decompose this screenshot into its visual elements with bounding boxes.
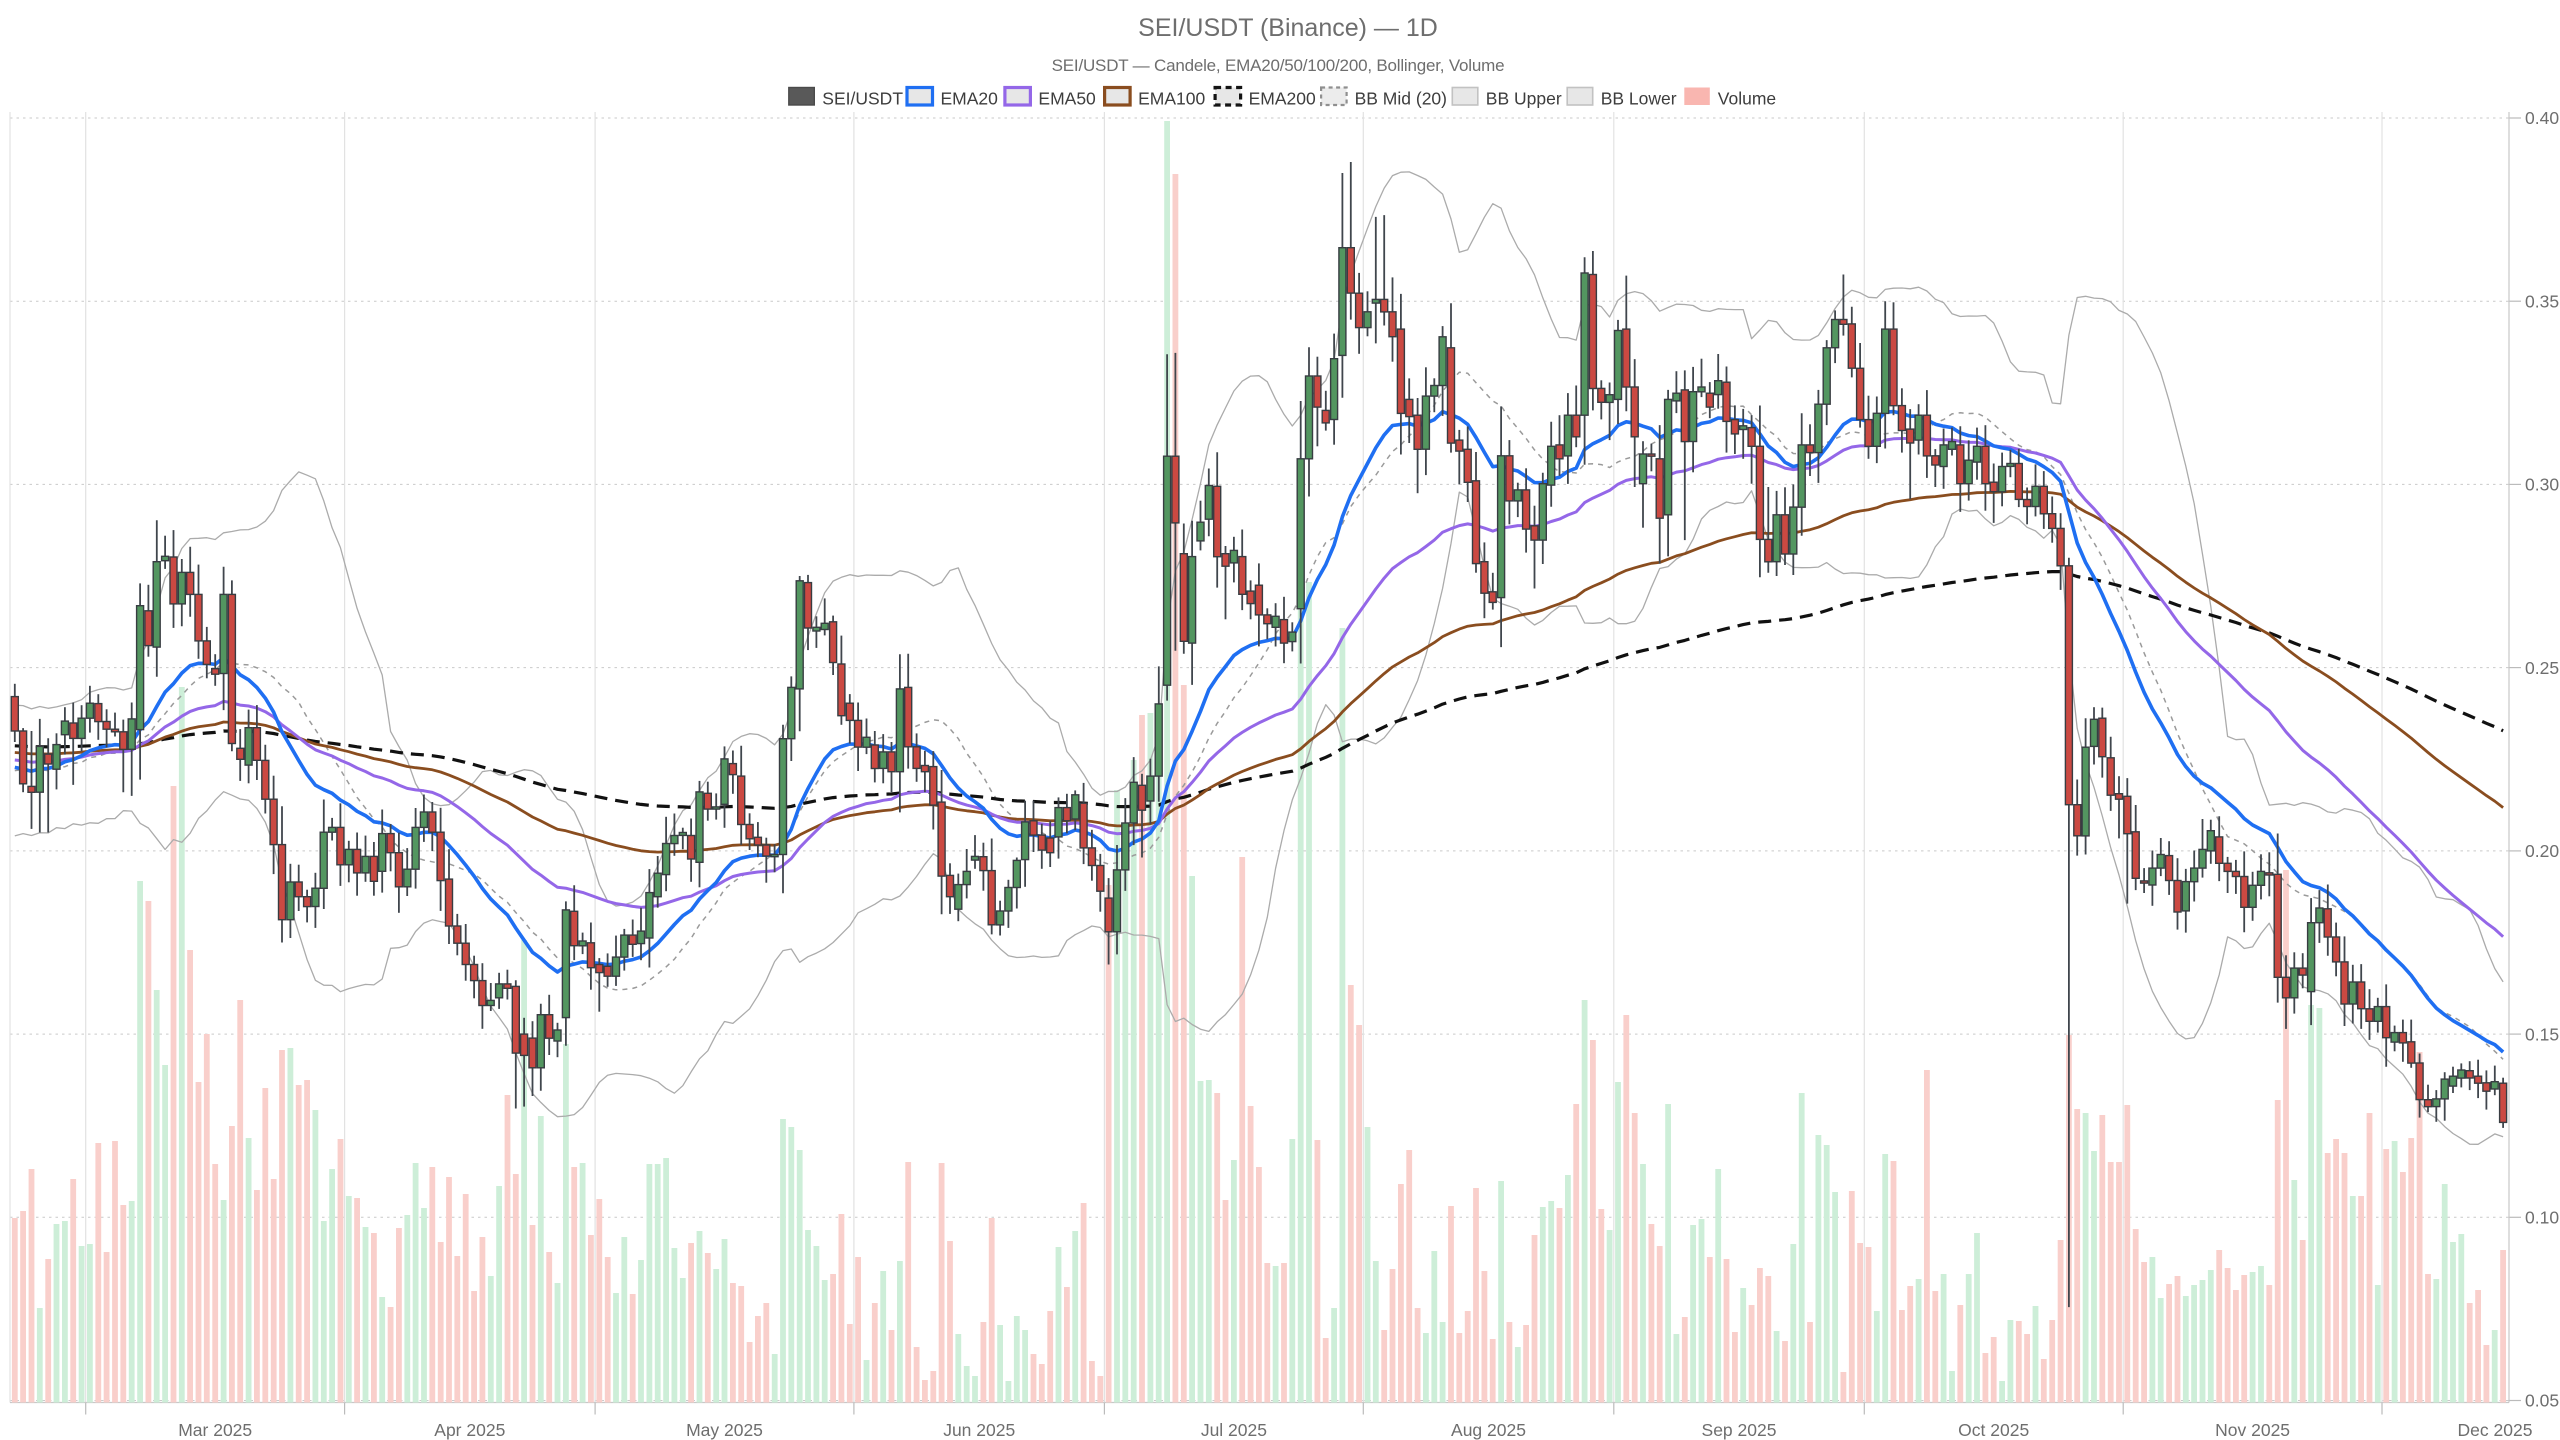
svg-text:0.20: 0.20 — [2525, 841, 2559, 861]
svg-text:Mar 2025: Mar 2025 — [178, 1420, 252, 1440]
svg-text:Jun 2025: Jun 2025 — [943, 1420, 1015, 1440]
svg-text:EMA20: EMA20 — [941, 89, 999, 109]
svg-text:Volume: Volume — [1718, 89, 1776, 109]
svg-text:Nov 2025: Nov 2025 — [2215, 1420, 2290, 1440]
svg-text:0.15: 0.15 — [2525, 1024, 2559, 1044]
svg-text:EMA50: EMA50 — [1038, 89, 1096, 109]
svg-text:BB Lower: BB Lower — [1601, 89, 1677, 109]
svg-text:BB Upper: BB Upper — [1486, 89, 1562, 109]
svg-text:Sep 2025: Sep 2025 — [1702, 1420, 1777, 1440]
svg-text:0.40: 0.40 — [2525, 108, 2559, 128]
svg-text:0.35: 0.35 — [2525, 291, 2559, 311]
svg-text:Aug 2025: Aug 2025 — [1451, 1420, 1526, 1440]
svg-text:Dec 2025: Dec 2025 — [2458, 1420, 2533, 1440]
svg-text:EMA100: EMA100 — [1138, 89, 1205, 109]
svg-text:0.25: 0.25 — [2525, 658, 2559, 678]
svg-text:May 2025: May 2025 — [686, 1420, 763, 1440]
svg-text:SEI/USDT (Binance) — 1D: SEI/USDT (Binance) — 1D — [1138, 14, 1438, 42]
svg-text:Oct 2025: Oct 2025 — [1958, 1420, 2029, 1440]
svg-text:Jul 2025: Jul 2025 — [1201, 1420, 1267, 1440]
svg-text:0.10: 0.10 — [2525, 1208, 2559, 1228]
svg-text:0.05: 0.05 — [2525, 1391, 2559, 1411]
svg-text:Apr 2025: Apr 2025 — [434, 1420, 505, 1440]
svg-text:BB Mid (20): BB Mid (20) — [1355, 89, 1447, 109]
svg-text:0.30: 0.30 — [2525, 475, 2559, 495]
svg-text:SEI/USDT — Candele, EMA20/50/1: SEI/USDT — Candele, EMA20/50/100/200, Bo… — [1052, 56, 1505, 75]
svg-text:EMA200: EMA200 — [1249, 89, 1316, 109]
svg-text:SEI/USDT: SEI/USDT — [822, 89, 903, 109]
